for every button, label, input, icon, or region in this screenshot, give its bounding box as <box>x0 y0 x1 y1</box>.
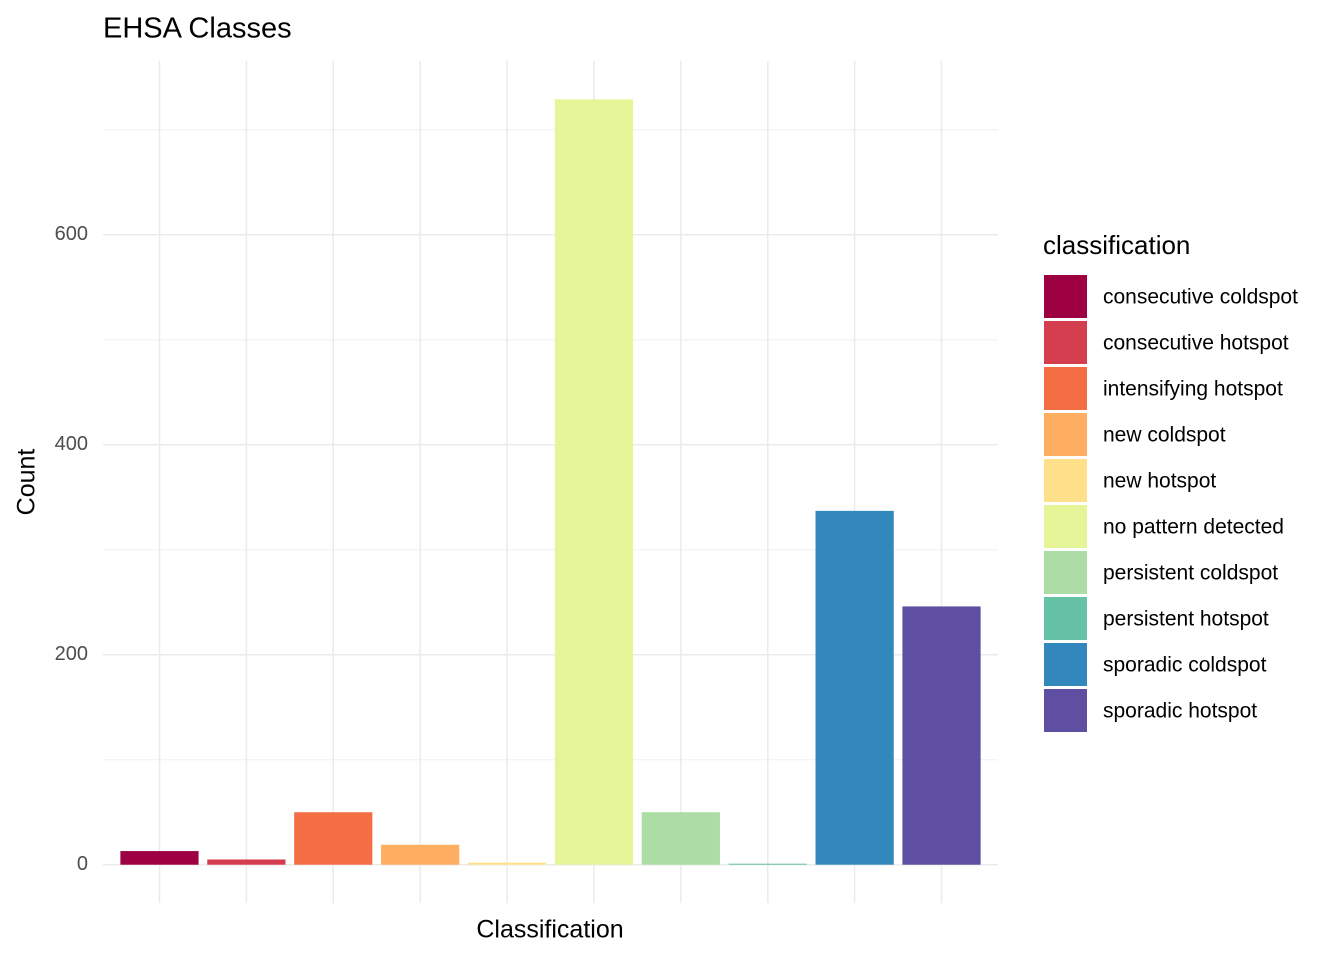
legend-key <box>1044 321 1087 364</box>
y-tick-label: 400 <box>55 433 88 455</box>
bar <box>641 812 720 865</box>
legend-title: classification <box>1043 230 1190 260</box>
bar <box>902 606 981 865</box>
y-tick-label: 600 <box>55 223 88 245</box>
legend-label: sporadic hotspot <box>1103 700 1257 723</box>
legend-key <box>1044 551 1087 594</box>
legend-key <box>1044 689 1087 732</box>
legend-key <box>1044 505 1087 548</box>
y-tick-label: 0 <box>77 853 88 875</box>
legend-label: sporadic coldspot <box>1103 654 1267 677</box>
x-axis-title: Classification <box>476 916 623 944</box>
legend-key <box>1044 367 1087 410</box>
bar <box>815 510 894 865</box>
chart-title: EHSA Classes <box>103 13 292 45</box>
bar <box>381 844 460 865</box>
legend-label: consecutive coldspot <box>1103 286 1298 309</box>
legend-key <box>1044 597 1087 640</box>
legend-key <box>1044 643 1087 686</box>
bar <box>207 859 286 865</box>
legend-label: new coldspot <box>1103 424 1226 447</box>
legend-label: intensifying hotspot <box>1103 378 1283 401</box>
legend-label: persistent hotspot <box>1103 608 1269 631</box>
y-axis-title: Count <box>13 449 41 516</box>
legend-label: consecutive hotspot <box>1103 332 1289 355</box>
legend-label: new hotspot <box>1103 470 1216 493</box>
bar <box>728 863 807 865</box>
legend-key <box>1044 459 1087 502</box>
legend-key <box>1044 275 1087 318</box>
bar <box>467 862 547 865</box>
bar <box>294 812 373 865</box>
legend-key <box>1044 413 1087 456</box>
bar <box>120 851 199 865</box>
y-tick-label: 200 <box>55 643 88 665</box>
legend-label: persistent coldspot <box>1103 562 1278 585</box>
legend-label: no pattern detected <box>1103 516 1284 539</box>
bar <box>554 99 634 865</box>
